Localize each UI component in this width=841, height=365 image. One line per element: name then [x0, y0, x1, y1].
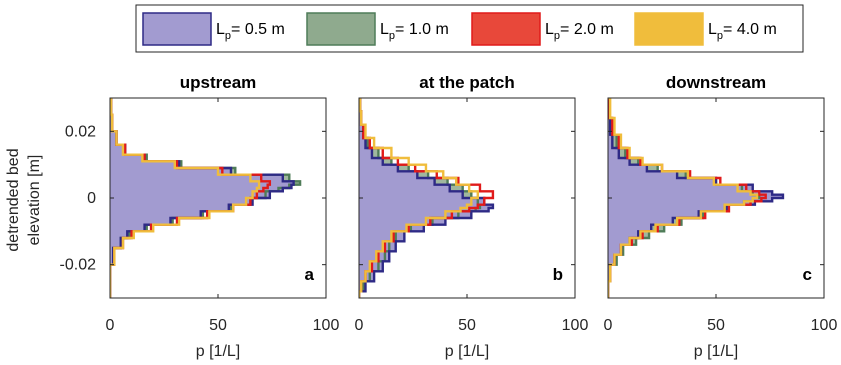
panel: 0 50 100 at the patch b p [1/L] [355, 73, 589, 360]
x-tick-label: 0 [604, 317, 613, 334]
x-tick-label: 50 [707, 317, 725, 334]
y-tick-label: -0.02 [60, 257, 97, 274]
x-tick-label: 50 [209, 317, 227, 334]
series-fill-0-over [359, 98, 493, 298]
series-line-3 [608, 98, 759, 298]
legend-swatch [142, 12, 212, 46]
legend-label: Lp= 1.0 m [380, 21, 449, 42]
x-axis-label: p [1/L] [694, 343, 738, 360]
series-fill-0-over [608, 98, 783, 298]
y-tick-label: 0 [87, 190, 96, 207]
series-line-3 [359, 98, 479, 298]
panel: 0 50 100 downstream c p [1/L] [604, 73, 838, 360]
y-axis-label-line: detrended bed [5, 148, 22, 251]
x-tick-label: 100 [562, 317, 589, 334]
series-line-3 [110, 98, 261, 298]
x-tick-label: 0 [355, 317, 364, 334]
legend-swatch [634, 12, 704, 46]
panel-title: at the patch [419, 73, 514, 92]
series-line-2 [359, 98, 495, 298]
legend: Lp= 0.5 m Lp= 1.0 m Lp= 2.0 m Lp= 4.0 m [135, 4, 804, 53]
legend-label: Lp= 4.0 m [708, 21, 777, 42]
series-line-2 [110, 98, 272, 298]
legend-entry: Lp= 4.0 m [634, 12, 777, 46]
legend-label: Lp= 0.5 m [216, 21, 285, 42]
panel-title: upstream [180, 73, 257, 92]
legend-swatch [306, 12, 376, 46]
panel-letter: b [553, 265, 563, 284]
y-axis-label-line: elevation [m] [26, 155, 43, 246]
legend-label: Lp= 2.0 m [545, 21, 614, 42]
panels: 0 50 100 -0.02 0 0.02 upstream a p [1/L] 0 50 100 at… [60, 73, 838, 360]
x-tick-label: 50 [458, 317, 476, 334]
panel-title: downstream [666, 73, 766, 92]
panel-letter: c [803, 265, 812, 284]
x-axis-label: p [1/L] [445, 343, 489, 360]
y-axis-label: detrended bed elevation [m] [5, 148, 43, 251]
panel: 0 50 100 -0.02 0 0.02 upstream a p [1/L] [60, 73, 340, 360]
legend-entry: Lp= 0.5 m [142, 12, 285, 46]
legend-entry: Lp= 2.0 m [471, 12, 614, 46]
legend-entry: Lp= 1.0 m [306, 12, 449, 46]
x-tick-label: 0 [106, 317, 115, 334]
y-tick-label: 0.02 [65, 123, 96, 140]
legend-swatch [471, 12, 541, 46]
panel-letter: a [305, 265, 315, 284]
series-fill-0-over [110, 98, 294, 298]
x-axis-label: p [1/L] [196, 343, 240, 360]
x-tick-label: 100 [313, 317, 340, 334]
x-tick-label: 100 [811, 317, 838, 334]
